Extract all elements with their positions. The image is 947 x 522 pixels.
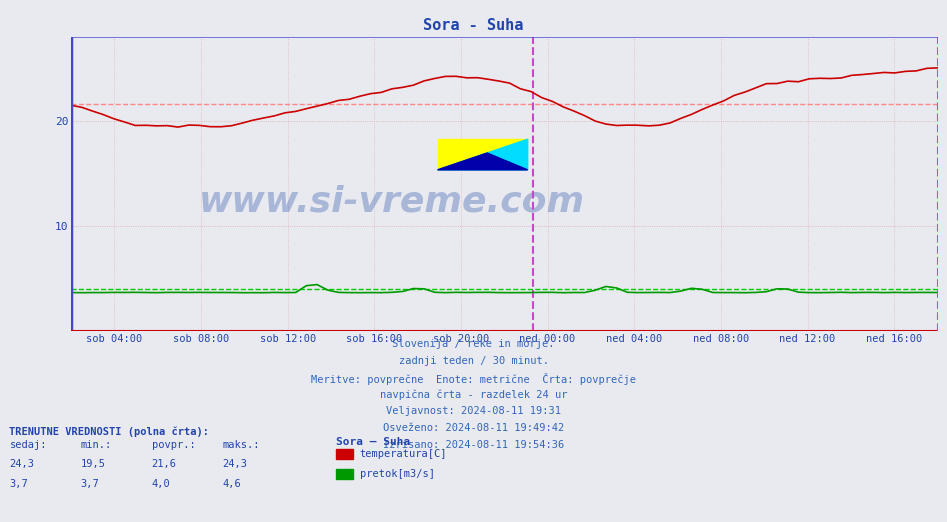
Text: Osveženo: 2024-08-11 19:49:42: Osveženo: 2024-08-11 19:49:42 xyxy=(383,423,564,433)
Text: maks.:: maks.: xyxy=(223,440,260,449)
Text: sedaj:: sedaj: xyxy=(9,440,47,449)
Text: pretok[m3/s]: pretok[m3/s] xyxy=(360,469,435,479)
Polygon shape xyxy=(438,153,527,170)
Text: navpična črta - razdelek 24 ur: navpična črta - razdelek 24 ur xyxy=(380,389,567,400)
Text: Meritve: povprečne  Enote: metrične  Črta: povprečje: Meritve: povprečne Enote: metrične Črta:… xyxy=(311,373,636,385)
Text: 24,3: 24,3 xyxy=(9,459,34,469)
Text: zadnji teden / 30 minut.: zadnji teden / 30 minut. xyxy=(399,356,548,366)
Text: Sora - Suha: Sora - Suha xyxy=(423,18,524,33)
Text: temperatura[C]: temperatura[C] xyxy=(360,449,447,459)
Text: 24,3: 24,3 xyxy=(223,459,247,469)
Text: 21,6: 21,6 xyxy=(152,459,176,469)
Polygon shape xyxy=(438,139,527,170)
Text: 4,0: 4,0 xyxy=(152,479,170,489)
Text: Slovenija / reke in morje.: Slovenija / reke in morje. xyxy=(392,339,555,349)
Text: 4,6: 4,6 xyxy=(223,479,241,489)
Text: Izrisano: 2024-08-11 19:54:36: Izrisano: 2024-08-11 19:54:36 xyxy=(383,440,564,449)
Text: Veljavnost: 2024-08-11 19:31: Veljavnost: 2024-08-11 19:31 xyxy=(386,406,561,416)
Text: TRENUTNE VREDNOSTI (polna črta):: TRENUTNE VREDNOSTI (polna črta): xyxy=(9,426,209,437)
Text: 19,5: 19,5 xyxy=(80,459,105,469)
Text: povpr.:: povpr.: xyxy=(152,440,195,449)
Text: www.si-vreme.com: www.si-vreme.com xyxy=(199,185,584,219)
Text: 3,7: 3,7 xyxy=(80,479,99,489)
Text: min.:: min.: xyxy=(80,440,112,449)
Text: Sora – Suha: Sora – Suha xyxy=(336,437,410,447)
Text: 3,7: 3,7 xyxy=(9,479,28,489)
Polygon shape xyxy=(438,139,527,170)
